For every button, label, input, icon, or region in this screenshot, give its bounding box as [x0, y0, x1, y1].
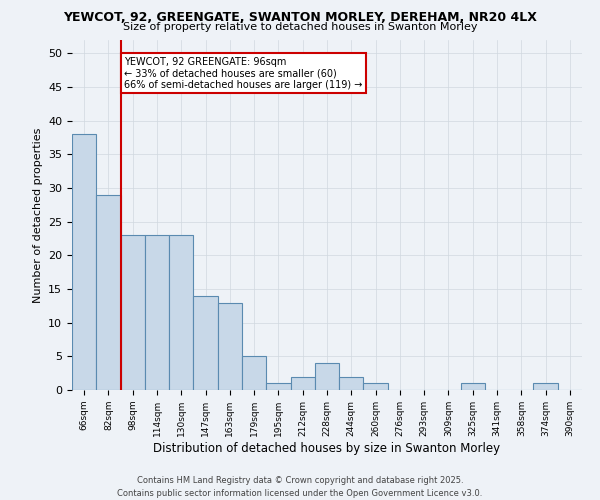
Text: Contains HM Land Registry data © Crown copyright and database right 2025.
Contai: Contains HM Land Registry data © Crown c…	[118, 476, 482, 498]
Bar	[242, 356, 266, 390]
Text: YEWCOT, 92, GREENGATE, SWANTON MORLEY, DEREHAM, NR20 4LX: YEWCOT, 92, GREENGATE, SWANTON MORLEY, D…	[63, 11, 537, 24]
Bar	[461, 384, 485, 390]
Text: YEWCOT, 92 GREENGATE: 96sqm
← 33% of detached houses are smaller (60)
66% of sem: YEWCOT, 92 GREENGATE: 96sqm ← 33% of det…	[124, 57, 362, 90]
Y-axis label: Number of detached properties: Number of detached properties	[32, 128, 43, 302]
Bar	[72, 134, 96, 390]
Bar	[290, 376, 315, 390]
Bar	[266, 384, 290, 390]
Bar	[339, 376, 364, 390]
Bar	[533, 384, 558, 390]
Bar	[364, 384, 388, 390]
Bar	[121, 235, 145, 390]
Bar	[169, 235, 193, 390]
Text: Size of property relative to detached houses in Swanton Morley: Size of property relative to detached ho…	[123, 22, 477, 32]
Bar	[193, 296, 218, 390]
Bar	[218, 302, 242, 390]
X-axis label: Distribution of detached houses by size in Swanton Morley: Distribution of detached houses by size …	[154, 442, 500, 454]
Bar	[145, 235, 169, 390]
Bar	[315, 363, 339, 390]
Bar	[96, 195, 121, 390]
